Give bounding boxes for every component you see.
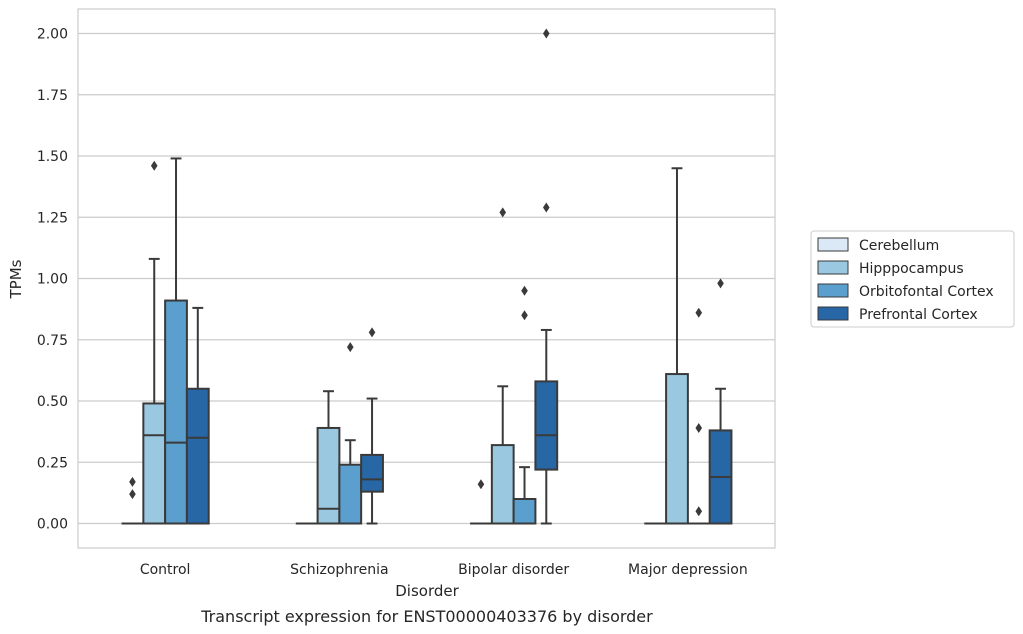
outlier-point bbox=[521, 285, 528, 296]
box-body bbox=[185, 387, 210, 525]
outlier-point bbox=[346, 342, 354, 353]
box bbox=[470, 479, 492, 525]
x-tick-label: Schizophrenia bbox=[290, 562, 388, 578]
x-tick-label: Major depression bbox=[628, 562, 748, 578]
category-group bbox=[470, 28, 559, 525]
box bbox=[534, 28, 559, 525]
legend-item: Prefrontal Cortex bbox=[817, 306, 978, 323]
box-body bbox=[142, 402, 167, 525]
outlier-point bbox=[542, 28, 550, 39]
x-axis-title: Disorder bbox=[395, 582, 459, 600]
outlier-point bbox=[542, 202, 550, 213]
outlier-point bbox=[499, 207, 507, 218]
legend-label: Cerebellum bbox=[859, 238, 939, 254]
plot-frame bbox=[77, 8, 776, 549]
box bbox=[512, 285, 537, 525]
box-groups bbox=[121, 28, 733, 525]
category-group bbox=[121, 157, 210, 525]
y-tick-label: 0.75 bbox=[37, 333, 68, 349]
y-tick-label: 1.00 bbox=[37, 272, 68, 288]
outlier-point bbox=[368, 327, 376, 338]
legend-frame bbox=[810, 230, 1015, 328]
box-body bbox=[360, 453, 384, 493]
y-tick-label: 1.25 bbox=[37, 210, 68, 226]
y-tick-label: 2.00 bbox=[37, 27, 68, 43]
box bbox=[338, 342, 363, 525]
x-tick-label: Control bbox=[140, 562, 191, 578]
legend: Cerebellum Hipppocampus Orbitofontal Corte… bbox=[810, 230, 1015, 328]
box-body bbox=[164, 299, 188, 525]
box bbox=[121, 476, 144, 525]
outlier-point bbox=[521, 310, 528, 321]
legend-label: Orbitofontal Cortex bbox=[859, 284, 994, 300]
box bbox=[185, 306, 210, 525]
legend-label: Prefrontal Cortex bbox=[859, 307, 978, 323]
y-tick-label: 1.75 bbox=[37, 88, 68, 104]
outlier-point bbox=[695, 307, 703, 318]
box-body bbox=[338, 463, 363, 525]
y-tick-label: 0.00 bbox=[37, 517, 68, 533]
legend-item: Hipppocampus bbox=[817, 260, 964, 277]
box bbox=[665, 167, 689, 525]
box bbox=[360, 327, 384, 525]
outlier-point bbox=[695, 422, 703, 433]
outlier-point bbox=[129, 489, 136, 500]
category-group bbox=[295, 327, 384, 525]
outlier-point bbox=[477, 479, 485, 490]
outlier-point bbox=[717, 278, 724, 289]
x-tick-label: Bipolar disorder bbox=[458, 562, 569, 578]
y-axis-ticks: 0.00 0.25 0.50 0.75 1.00 1.25 1.50 1.75 2.00 bbox=[37, 27, 68, 533]
box bbox=[142, 160, 167, 525]
box bbox=[687, 307, 710, 525]
legend-swatch bbox=[817, 306, 849, 321]
box-body bbox=[665, 373, 689, 525]
legend-swatch bbox=[817, 260, 849, 275]
y-tick-label: 0.50 bbox=[37, 394, 68, 410]
legend-item: Cerebellum bbox=[817, 237, 939, 254]
category-group bbox=[644, 167, 733, 525]
legend-swatch bbox=[817, 283, 849, 298]
outlier-point bbox=[129, 476, 136, 487]
chart-caption: Transcript expression for ENST0000040337… bbox=[200, 607, 653, 626]
box bbox=[708, 278, 733, 525]
box bbox=[490, 207, 515, 525]
legend-swatch bbox=[817, 237, 849, 252]
y-tick-label: 0.25 bbox=[37, 455, 68, 471]
x-axis-ticks: Control Schizophrenia Bipolar disorder Majo… bbox=[140, 562, 748, 578]
box-body bbox=[512, 498, 537, 525]
y-tick-label: 1.50 bbox=[37, 149, 68, 165]
legend-item: Orbitofontal Cortex bbox=[817, 283, 994, 300]
outlier-point bbox=[150, 160, 158, 171]
box-body bbox=[534, 380, 559, 471]
outlier-point bbox=[695, 506, 703, 517]
box-body bbox=[490, 444, 515, 525]
legend-label: Hipppocampus bbox=[859, 261, 964, 277]
y-axis-title: TPMs bbox=[7, 259, 25, 299]
